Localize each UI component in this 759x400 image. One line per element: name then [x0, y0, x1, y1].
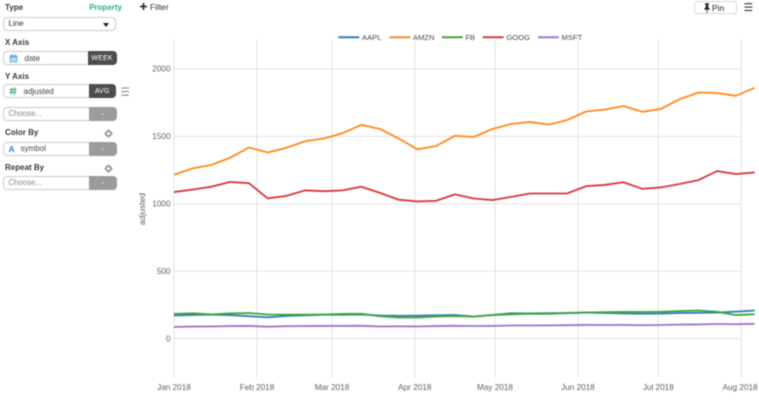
svg-text:Aug 2018: Aug 2018 — [722, 383, 758, 392]
svg-text:adjusted: adjusted — [137, 193, 147, 225]
svg-text:1500: 1500 — [152, 132, 171, 141]
svg-text:2000: 2000 — [152, 65, 171, 74]
svg-text:0: 0 — [166, 334, 171, 343]
svg-text:AMZN: AMZN — [413, 33, 435, 42]
svg-text:GOOG: GOOG — [506, 33, 530, 42]
svg-text:500: 500 — [157, 267, 171, 276]
svg-text:Mar 2018: Mar 2018 — [315, 383, 350, 392]
svg-text:Jul 2018: Jul 2018 — [643, 383, 674, 392]
svg-text:1000: 1000 — [152, 200, 171, 209]
svg-text:FB: FB — [465, 33, 475, 42]
svg-text:Jan 2018: Jan 2018 — [157, 383, 191, 392]
svg-text:MSFT: MSFT — [562, 33, 583, 42]
svg-text:Apr 2018: Apr 2018 — [398, 383, 432, 392]
svg-text:Feb 2018: Feb 2018 — [240, 383, 275, 392]
svg-text:AAPL: AAPL — [362, 33, 381, 42]
svg-text:May 2018: May 2018 — [477, 383, 513, 392]
svg-text:Jun 2018: Jun 2018 — [561, 383, 595, 392]
